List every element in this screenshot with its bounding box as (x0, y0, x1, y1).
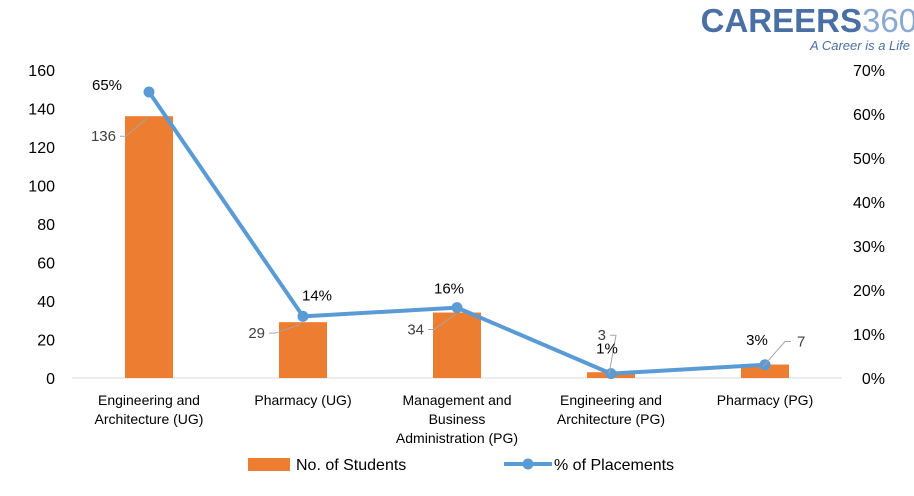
percent-data-label: 65% (92, 77, 122, 94)
plot-area: 0 20 40 60 80 100 120 140 160 0% 10% 20% 30% 40% 50% 60… (28, 63, 885, 446)
right-axis-tick-label: 30% (853, 239, 885, 256)
bar (279, 322, 327, 378)
left-axis-tick-label: 60 (37, 256, 55, 273)
count-leader-line (762, 341, 791, 367)
count-data-label: 34 (407, 322, 424, 339)
percent-data-label: 1% (596, 341, 618, 358)
left-axis-tick-label: 160 (28, 63, 55, 80)
bar (741, 364, 789, 378)
placement-point (143, 86, 155, 98)
right-axis-tick-label: 0% (862, 371, 885, 388)
bar (125, 116, 173, 378)
category-label: Pharmacy (PG) (717, 392, 813, 408)
right-axis-tick-label: 10% (853, 327, 885, 344)
count-data-label: 29 (248, 325, 265, 342)
left-axis-tick-label: 40 (37, 294, 55, 311)
left-axis-tick-label: 100 (28, 179, 55, 196)
right-axis-tick-label: 40% (853, 195, 885, 212)
right-axis-tick-label: 70% (853, 63, 885, 80)
placement-point (297, 310, 309, 322)
percent-data-label: 14% (302, 287, 332, 304)
left-axis-tick-label: 0 (46, 371, 55, 388)
count-leader-line (120, 117, 148, 137)
logo-number-text: 360 (862, 2, 914, 39)
left-axis-tick-label: 80 (37, 217, 55, 234)
legend: No. of Students % of Placements (248, 457, 674, 474)
category-label: Engineering and Architecture (PG) (557, 392, 665, 427)
right-axis-tick-label: 50% (853, 151, 885, 168)
legend-swatch-bar (248, 458, 290, 471)
count-data-label: 3 (598, 327, 606, 344)
right-axis-tick-label: 60% (853, 107, 885, 124)
category-label: Engineering and Architecture (UG) (95, 392, 204, 427)
percent-data-label: 3% (746, 332, 768, 349)
category-label: Management and Business Administration (PG… (396, 392, 518, 446)
count-data-label: 7 (797, 334, 805, 351)
bar (433, 312, 481, 378)
logo-main-text: CAREERS (701, 2, 862, 39)
left-axis-tick-label: 20 (37, 333, 55, 350)
category-label: Pharmacy (UG) (254, 392, 351, 408)
count-leader-line (608, 334, 617, 375)
legend-swatch-marker (522, 458, 534, 470)
left-axis-tick-label: 120 (28, 140, 55, 157)
legend-label-placements: % of Placements (554, 457, 674, 474)
left-axis-tick-label: 140 (28, 102, 55, 119)
count-data-label: 136 (91, 128, 116, 145)
placement-point (451, 302, 463, 314)
percent-data-label: 16% (434, 281, 464, 298)
logo-tagline: A Career is a Life (809, 38, 910, 53)
legend-label-students: No. of Students (296, 457, 406, 474)
right-axis-tick-label: 20% (853, 283, 885, 300)
placement-point (605, 368, 617, 380)
logo: CAREERS 360 A Career is a Life (701, 2, 914, 53)
count-leader-line (269, 323, 302, 334)
count-leader-line (428, 314, 456, 331)
